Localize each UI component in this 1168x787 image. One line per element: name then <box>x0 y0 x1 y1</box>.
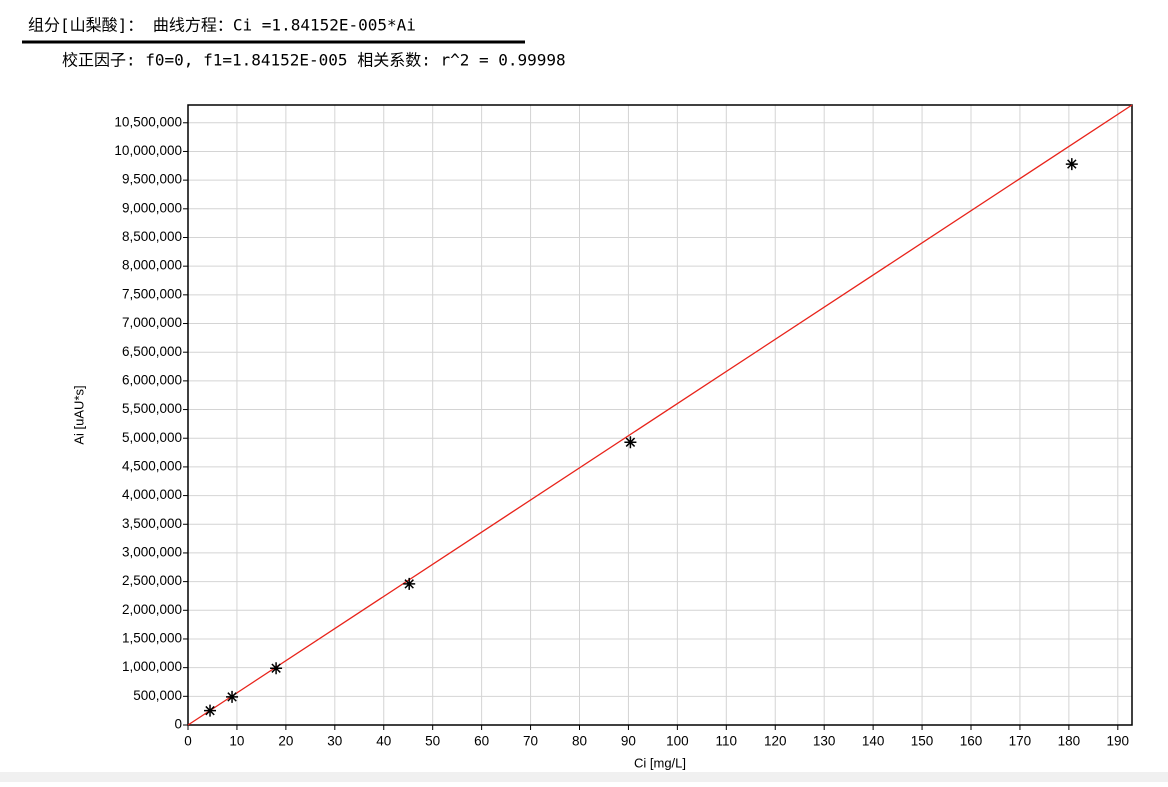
x-tick-label: 190 <box>1107 734 1130 749</box>
y-tick-label: 3,000,000 <box>122 544 182 559</box>
y-tick-label: 7,000,000 <box>122 315 182 330</box>
y-tick-label: 9,500,000 <box>122 172 182 187</box>
x-tick-label: 150 <box>911 734 934 749</box>
x-tick-label: 40 <box>376 734 391 749</box>
x-tick-label: 140 <box>862 734 885 749</box>
y-tick-label: 8,000,000 <box>122 258 182 273</box>
y-tick-label: 10,000,000 <box>114 143 182 158</box>
x-tick-label: 90 <box>621 734 636 749</box>
y-tick-label: 2,000,000 <box>122 602 182 617</box>
x-tick-label: 80 <box>572 734 587 749</box>
fit-line <box>187 104 1133 726</box>
y-axis-label: Ai [uAU*s] <box>71 385 86 444</box>
x-tick-label: 120 <box>764 734 787 749</box>
data-point <box>403 577 416 590</box>
x-tick-label: 20 <box>278 734 293 749</box>
y-tick-label: 9,000,000 <box>122 200 182 215</box>
x-tick-label: 160 <box>960 734 983 749</box>
x-tick-label: 70 <box>523 734 538 749</box>
x-tick-label: 0 <box>184 734 192 749</box>
data-point <box>204 704 217 717</box>
y-tick-label: 8,500,000 <box>122 229 182 244</box>
y-tick-label: 5,500,000 <box>122 401 182 416</box>
y-tick-label: 6,000,000 <box>122 372 182 387</box>
y-tick-label: 2,500,000 <box>122 573 182 588</box>
y-tick-label: 7,500,000 <box>122 286 182 301</box>
x-tick-label: 130 <box>813 734 836 749</box>
x-tick-label: 30 <box>327 734 342 749</box>
x-tick-label: 100 <box>666 734 689 749</box>
x-tick-label: 110 <box>716 734 738 749</box>
chart-title: 组分[山梨酸]： 曲线方程：Ci =1.84152E-005*Ai <box>28 16 416 35</box>
chart-subtitle: 校正因子: f0=0, f1=1.84152E-005 相关系数: r^2 = … <box>62 51 566 70</box>
x-tick-label: 60 <box>474 734 489 749</box>
data-point <box>624 436 637 449</box>
status-strip <box>0 772 1168 782</box>
x-axis-label: Ci [mg/L] <box>634 755 686 770</box>
data-point <box>270 662 283 675</box>
y-tick-label: 1,000,000 <box>122 659 182 674</box>
y-tick-label: 0 <box>174 717 182 732</box>
x-tick-label: 10 <box>229 734 244 749</box>
data-point <box>226 690 239 703</box>
y-tick-label: 5,000,000 <box>122 430 182 445</box>
plot-frame <box>187 104 1133 726</box>
y-tick-label: 4,000,000 <box>122 487 182 502</box>
y-tick-label: 1,500,000 <box>122 631 182 646</box>
x-tick-label: 180 <box>1058 734 1081 749</box>
y-tick-label: 6,500,000 <box>122 344 182 359</box>
y-tick-label: 10,500,000 <box>114 114 182 129</box>
y-tick-label: 500,000 <box>133 688 182 703</box>
y-tick-label: 4,500,000 <box>122 458 182 473</box>
x-tick-label: 50 <box>425 734 440 749</box>
data-point <box>1065 158 1078 171</box>
x-tick-label: 170 <box>1009 734 1032 749</box>
y-tick-label: 3,500,000 <box>122 516 182 531</box>
